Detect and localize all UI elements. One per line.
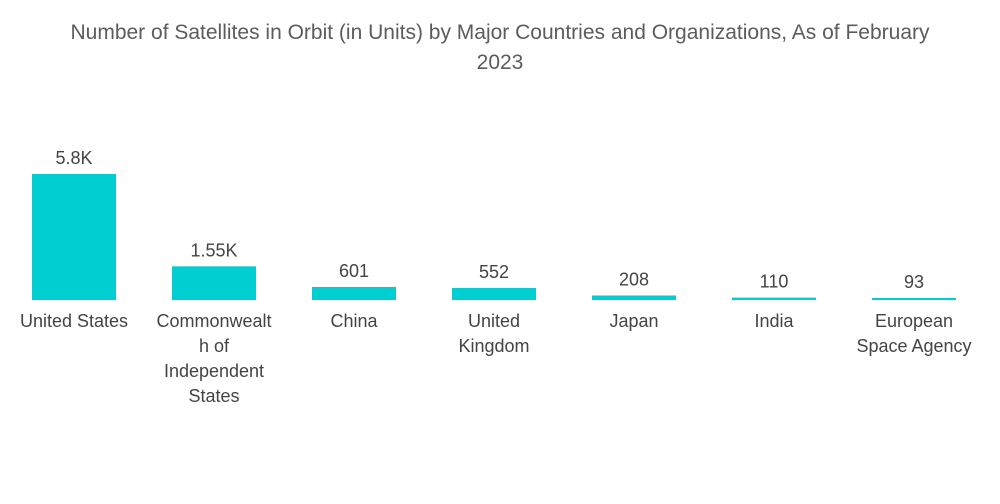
value-label-3: 552 [479,262,509,282]
bar-3 [452,288,536,300]
value-label-2: 601 [339,261,369,281]
category-label-1-line-3: States [188,386,239,406]
bar-2 [312,286,396,300]
chart-title-line-2: 2023 [476,51,524,74]
value-label-0: 5.8K [55,148,92,168]
value-label-6: 93 [904,272,924,292]
category-label-0-line-0: United States [20,311,128,331]
bar-6 [872,297,956,300]
bar-5 [732,297,816,300]
category-label-1-line-0: Commonwealt [156,311,271,331]
category-label-1-line-2: Independent [164,361,264,381]
chart-title-line-1: Number of Satellites in Orbit (in Units)… [70,21,930,44]
category-label-6-line-1: Space Agency [856,336,971,356]
bar-0 [32,174,116,300]
value-label-1: 1.55K [190,240,237,260]
chart-title: Number of Satellites in Orbit (in Units)… [0,18,1000,78]
category-label-6-line-0: European [875,311,953,331]
category-label-3-line-0: United [468,311,520,331]
value-label-4: 208 [619,269,649,289]
category-label-1-line-1: h of [199,336,230,356]
bar-4 [592,295,676,300]
category-label-5-line-0: India [754,311,794,331]
category-label-3-line-1: Kingdom [458,336,529,356]
category-label-4-line-0: Japan [609,311,658,331]
bar-1 [172,266,256,300]
category-label-2-line-0: China [330,311,378,331]
value-label-5: 110 [760,272,789,292]
